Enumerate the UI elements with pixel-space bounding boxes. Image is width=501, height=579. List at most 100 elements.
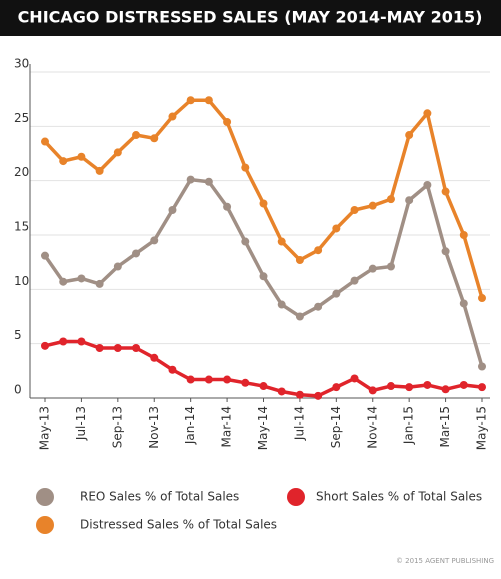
data-point bbox=[478, 294, 486, 303]
data-point bbox=[332, 224, 341, 233]
data-point bbox=[113, 148, 122, 157]
data-point bbox=[241, 163, 250, 172]
data-point bbox=[350, 206, 359, 215]
data-point bbox=[332, 289, 341, 298]
data-point bbox=[259, 272, 268, 281]
data-point bbox=[41, 341, 49, 350]
x-tick-label: Sep-14 bbox=[329, 406, 343, 448]
data-point bbox=[295, 255, 304, 264]
credit: © 2015 AGENT PUBLISHING bbox=[396, 557, 494, 565]
data-point bbox=[41, 137, 49, 146]
data-point bbox=[259, 382, 268, 391]
legend-marker bbox=[36, 516, 54, 534]
data-point bbox=[59, 277, 68, 286]
data-point bbox=[241, 378, 250, 387]
data-point bbox=[350, 374, 359, 383]
x-tick-label: Nov-14 bbox=[365, 406, 379, 449]
data-point bbox=[441, 187, 450, 196]
data-point bbox=[441, 247, 450, 256]
data-point bbox=[241, 237, 250, 246]
data-point bbox=[332, 383, 341, 392]
legend-label: Short Sales % of Total Sales bbox=[316, 490, 482, 504]
legend-label: REO Sales % of Total Sales bbox=[80, 490, 239, 504]
data-point bbox=[77, 337, 86, 346]
data-point bbox=[405, 196, 414, 205]
data-point bbox=[478, 383, 486, 392]
x-tick-label: Mar-14 bbox=[220, 406, 234, 447]
y-tick-label: 20 bbox=[14, 165, 29, 179]
data-point bbox=[168, 112, 177, 121]
data-point bbox=[295, 312, 304, 321]
x-tick-label: Jan-14 bbox=[183, 406, 197, 445]
data-point bbox=[77, 274, 86, 283]
data-point bbox=[150, 353, 159, 362]
data-point bbox=[350, 276, 359, 285]
data-point bbox=[314, 391, 323, 400]
legend-marker bbox=[36, 488, 54, 506]
data-point bbox=[314, 246, 323, 255]
data-point bbox=[277, 387, 286, 396]
data-point bbox=[95, 279, 104, 288]
data-point bbox=[459, 231, 468, 239]
data-point bbox=[405, 383, 414, 392]
data-point bbox=[277, 300, 286, 309]
data-point bbox=[77, 152, 86, 161]
x-tick-label: Jul-13 bbox=[74, 406, 88, 441]
data-point bbox=[386, 382, 395, 391]
x-tick-label: Sep-13 bbox=[110, 406, 124, 448]
y-tick-label: 30 bbox=[14, 57, 29, 71]
data-point bbox=[186, 175, 195, 184]
data-point bbox=[168, 365, 177, 374]
data-point bbox=[204, 177, 213, 186]
y-tick-label: 15 bbox=[14, 220, 29, 234]
x-tick-label: Mar-15 bbox=[438, 406, 452, 447]
data-point bbox=[223, 375, 232, 384]
data-point bbox=[441, 385, 450, 394]
chart-title: CHICAGO DISTRESSED SALES (MAY 2014-MAY 2… bbox=[18, 8, 483, 27]
data-point bbox=[478, 362, 486, 371]
data-point bbox=[150, 236, 159, 245]
data-point bbox=[223, 117, 232, 126]
data-point bbox=[368, 264, 377, 273]
data-point bbox=[132, 249, 141, 258]
data-point bbox=[95, 166, 104, 175]
data-point bbox=[423, 109, 432, 118]
data-point bbox=[386, 262, 395, 271]
y-tick-label: 10 bbox=[14, 274, 29, 288]
data-point bbox=[223, 202, 232, 211]
data-point bbox=[314, 302, 323, 311]
data-point bbox=[95, 344, 104, 353]
data-point bbox=[295, 390, 304, 399]
x-tick-label: Jan-15 bbox=[402, 406, 416, 445]
data-point bbox=[277, 237, 286, 246]
data-point bbox=[368, 201, 377, 210]
data-point bbox=[459, 299, 468, 308]
y-tick-label: 5 bbox=[14, 328, 22, 342]
data-point bbox=[405, 131, 414, 140]
y-tick-label: 25 bbox=[14, 111, 29, 125]
data-point bbox=[459, 380, 468, 389]
legend-marker bbox=[287, 488, 305, 506]
x-tick-label: Nov-13 bbox=[147, 406, 161, 449]
data-point bbox=[132, 131, 141, 140]
data-point bbox=[204, 375, 213, 384]
data-point bbox=[132, 344, 141, 353]
data-point bbox=[186, 96, 195, 105]
x-tick-label: May-15 bbox=[475, 406, 489, 450]
x-tick-label: Jul-14 bbox=[292, 406, 306, 441]
data-point bbox=[59, 337, 68, 346]
x-tick-label: May-14 bbox=[256, 406, 270, 450]
data-point bbox=[168, 206, 177, 215]
legend-label: Distressed Sales % of Total Sales bbox=[80, 518, 277, 532]
data-point bbox=[41, 251, 49, 260]
data-point bbox=[423, 380, 432, 389]
data-point bbox=[423, 181, 432, 190]
data-point bbox=[386, 195, 395, 204]
title-bar bbox=[0, 0, 501, 36]
series-line bbox=[43, 98, 484, 299]
x-tick-label: May-13 bbox=[38, 406, 52, 450]
data-point bbox=[368, 386, 377, 395]
data-point bbox=[150, 134, 159, 143]
data-point bbox=[186, 375, 195, 384]
